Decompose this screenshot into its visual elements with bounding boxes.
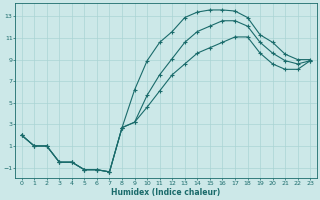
X-axis label: Humidex (Indice chaleur): Humidex (Indice chaleur) — [111, 188, 220, 197]
